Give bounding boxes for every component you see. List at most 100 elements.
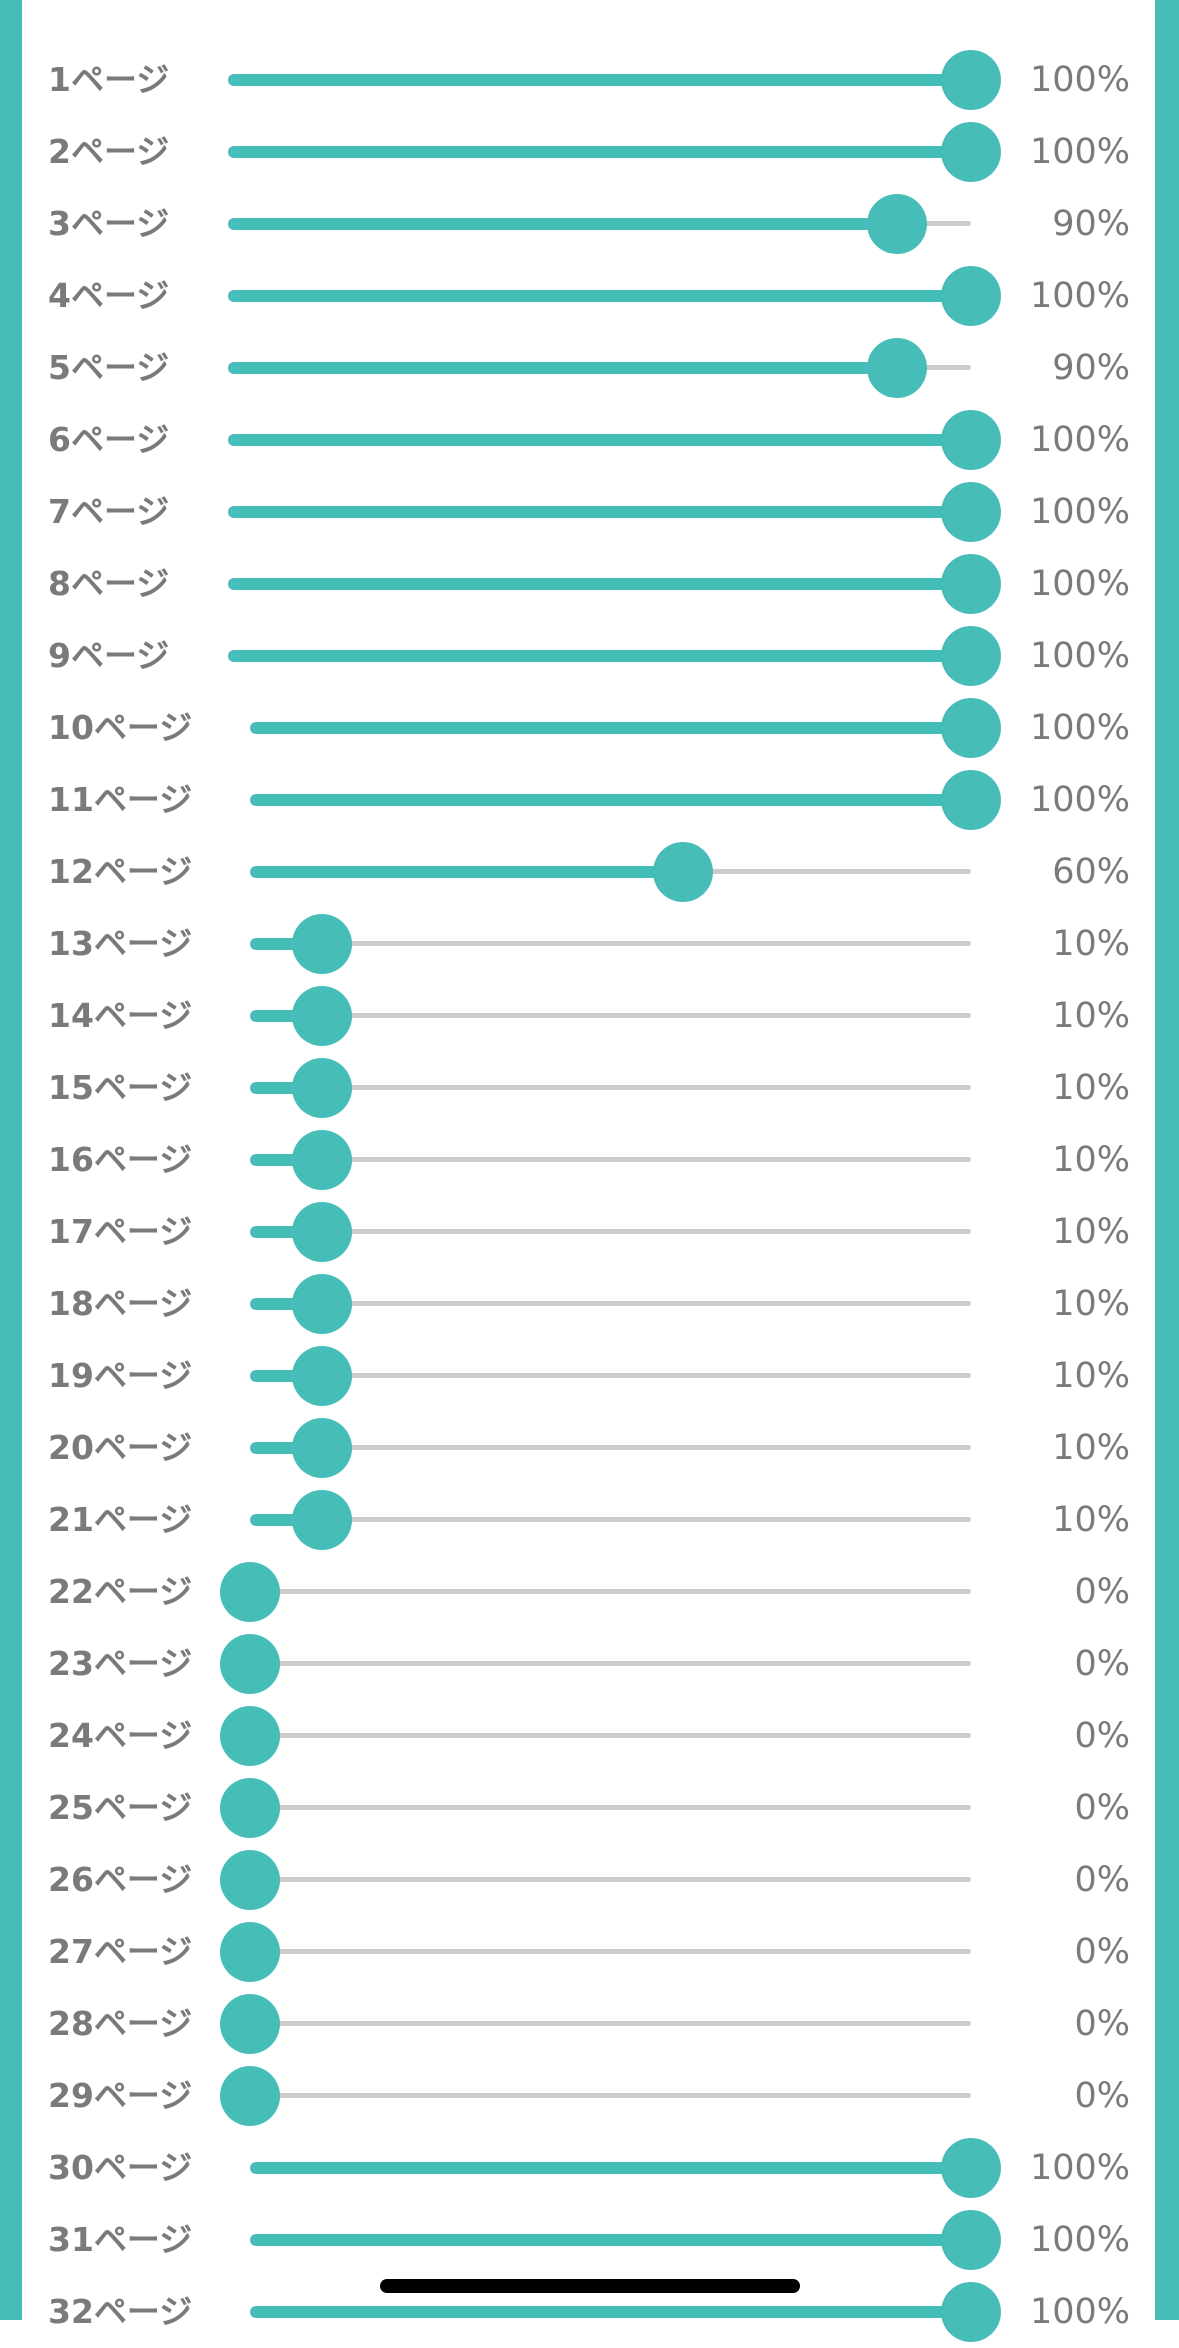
- slider-thumb[interactable]: [292, 1346, 353, 1406]
- slider-thumb[interactable]: [941, 410, 1001, 470]
- slider-thumb[interactable]: [652, 842, 713, 902]
- slider-thumb[interactable]: [866, 194, 927, 254]
- slider-thumb[interactable]: [292, 1418, 353, 1478]
- slider-track: [250, 1013, 971, 1018]
- page-slider[interactable]: [220, 1988, 971, 2060]
- page-value: 100%: [1029, 492, 1130, 532]
- slider-track: [250, 1445, 971, 1450]
- page-value: 90%: [1052, 204, 1130, 244]
- slider-thumb[interactable]: [292, 1130, 353, 1190]
- slider-thumb[interactable]: [941, 698, 1001, 758]
- page-row: 23ページ 0%: [0, 1628, 1179, 1700]
- slider-fill: [228, 218, 897, 230]
- page-slider[interactable]: [228, 116, 1001, 188]
- page-label: 1ページ: [48, 60, 170, 99]
- page-slider[interactable]: [250, 1484, 971, 1556]
- slider-thumb[interactable]: [941, 122, 1001, 182]
- slider-thumb[interactable]: [941, 266, 1001, 326]
- page-slider[interactable]: [228, 260, 1001, 332]
- page-label: 11ページ: [48, 780, 193, 819]
- page-row: 29ページ 0%: [0, 2060, 1179, 2132]
- page-slider[interactable]: [220, 1916, 971, 1988]
- page-value: 100%: [1029, 636, 1130, 676]
- page-row: 30ページ 100%: [0, 2132, 1179, 2204]
- slider-thumb[interactable]: [292, 1490, 353, 1550]
- slider-thumb[interactable]: [220, 1778, 280, 1838]
- page-slider[interactable]: [228, 476, 1001, 548]
- slider-track: [250, 1373, 971, 1378]
- slider-thumb[interactable]: [220, 1562, 280, 1622]
- slider-thumb[interactable]: [941, 482, 1001, 542]
- page-slider[interactable]: [228, 188, 971, 260]
- page-slider[interactable]: [250, 908, 971, 980]
- slider-thumb[interactable]: [220, 1850, 280, 1910]
- slider-thumb[interactable]: [292, 1058, 353, 1118]
- page-label: 27ページ: [48, 1932, 193, 1971]
- page-label: 4ページ: [48, 276, 170, 315]
- page-label: 18ページ: [48, 1284, 193, 1323]
- slider-thumb[interactable]: [292, 914, 353, 974]
- page-row: 18ページ 10%: [0, 1268, 1179, 1340]
- page-value: 60%: [1052, 852, 1130, 892]
- slider-thumb[interactable]: [941, 626, 1001, 686]
- page-slider[interactable]: [250, 692, 1001, 764]
- page-row: 1ページ 100%: [0, 44, 1179, 116]
- page-value: 10%: [1052, 1068, 1130, 1108]
- right-frame-border: [1155, 0, 1179, 2320]
- page-slider[interactable]: [250, 836, 971, 908]
- page-row: 21ページ 10%: [0, 1484, 1179, 1556]
- slider-thumb[interactable]: [292, 986, 353, 1046]
- page-slider[interactable]: [228, 620, 1001, 692]
- slider-thumb[interactable]: [941, 554, 1001, 614]
- page-label: 28ページ: [48, 2004, 193, 2043]
- page-slider[interactable]: [220, 1628, 971, 1700]
- page-row: 31ページ 100%: [0, 2204, 1179, 2276]
- slider-thumb[interactable]: [941, 2210, 1001, 2270]
- page-slider[interactable]: [250, 2204, 1001, 2276]
- slider-thumb[interactable]: [220, 1994, 280, 2054]
- slider-thumb[interactable]: [220, 1706, 280, 1766]
- page-slider[interactable]: [250, 2132, 1001, 2204]
- page-slider[interactable]: [228, 332, 971, 404]
- slider-track: [250, 1949, 971, 1954]
- page-slider[interactable]: [220, 1700, 971, 1772]
- page-label: 14ページ: [48, 996, 193, 1035]
- slider-thumb[interactable]: [292, 1202, 353, 1262]
- page-slider[interactable]: [250, 980, 971, 1052]
- slider-thumb[interactable]: [941, 50, 1001, 110]
- page-slider[interactable]: [228, 404, 1001, 476]
- slider-fill: [228, 650, 971, 662]
- page-row: 7ページ 100%: [0, 476, 1179, 548]
- slider-thumb[interactable]: [220, 1634, 280, 1694]
- home-indicator[interactable]: [380, 2279, 800, 2293]
- page-slider[interactable]: [250, 1340, 971, 1412]
- page-label: 25ページ: [48, 1788, 193, 1827]
- slider-thumb[interactable]: [292, 1274, 353, 1334]
- page-slider[interactable]: [228, 44, 1001, 116]
- slider-thumb[interactable]: [941, 770, 1001, 830]
- page-value: 10%: [1052, 1212, 1130, 1252]
- slider-thumb[interactable]: [941, 2282, 1001, 2342]
- page-slider[interactable]: [250, 1052, 971, 1124]
- slider-fill: [250, 2162, 971, 2174]
- page-slider[interactable]: [250, 1196, 971, 1268]
- page-value: 100%: [1029, 2220, 1130, 2260]
- slider-thumb[interactable]: [220, 1922, 280, 1982]
- page-slider[interactable]: [220, 2060, 971, 2132]
- page-slider[interactable]: [250, 1412, 971, 1484]
- page-label: 12ページ: [48, 852, 193, 891]
- page-slider[interactable]: [228, 548, 1001, 620]
- page-slider[interactable]: [250, 764, 1001, 836]
- page-slider[interactable]: [250, 1124, 971, 1196]
- page-slider[interactable]: [220, 1844, 971, 1916]
- slider-thumb[interactable]: [941, 2138, 1001, 2198]
- slider-fill: [228, 362, 897, 374]
- page-slider[interactable]: [250, 1268, 971, 1340]
- page-slider[interactable]: [220, 1556, 971, 1628]
- page-label: 23ページ: [48, 1644, 193, 1683]
- page-slider[interactable]: [220, 1772, 971, 1844]
- page-value: 0%: [1074, 1932, 1130, 1972]
- slider-thumb[interactable]: [866, 338, 927, 398]
- page-value: 10%: [1052, 996, 1130, 1036]
- slider-thumb[interactable]: [220, 2066, 280, 2126]
